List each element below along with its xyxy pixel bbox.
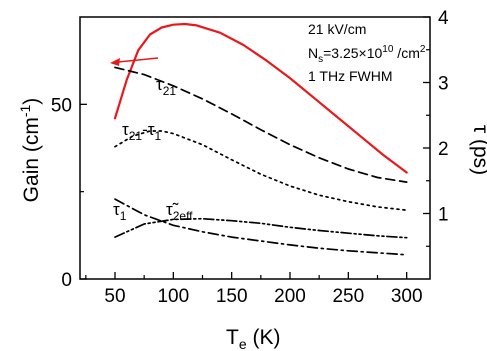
annotation-density: Ns=3.25×1010 /cm2 (308, 44, 426, 65)
density-exp: 10 (382, 44, 394, 55)
label-diff-sub: 21 (129, 129, 143, 143)
density-sub: s (318, 54, 323, 65)
x-tick-label-4: 250 (332, 286, 364, 307)
density-prefix: N (308, 45, 318, 61)
density-unit: /cm (393, 45, 419, 61)
y-left-title-main: Gain (cm (20, 117, 43, 202)
label-tau1-sub: 1 (120, 209, 127, 223)
y-right-tick-label-2: 3 (438, 74, 449, 95)
tick-labels: 50 100 150 200 250 300 0 50 1 2 3 4 (51, 8, 449, 307)
annotation-field: 21 kV/cm (308, 21, 366, 37)
label-diff-mid: -τ (142, 120, 155, 139)
label-tau21-minus-tau1: τ21-τ1 (122, 120, 161, 143)
series-line-1 (114, 66, 408, 183)
y-left-tick-label-0: 0 (61, 270, 72, 291)
series-line-0 (113, 22, 408, 174)
x-tick-label-0: 50 (104, 286, 125, 307)
label-tau1: τ1 (113, 200, 127, 223)
label-tau21-main: τ (156, 75, 163, 94)
annotation-fwhm: 1 THz FWHM (308, 68, 393, 84)
left-axis-arrow (110, 57, 159, 66)
x-axis-title-sub: e (239, 336, 247, 351)
x-axis-title-main: T (226, 326, 239, 349)
label-tau21-sub: 21 (163, 84, 177, 98)
x-tick-label-5: 300 (391, 286, 423, 307)
x-axis-title-unit: (K) (247, 326, 281, 349)
density-value: =3.25×10 (323, 45, 382, 61)
series-layer (113, 22, 408, 256)
series-line-2 (114, 130, 408, 212)
x-tick-label-1: 100 (157, 286, 189, 307)
y-right-tick-label-0: 1 (438, 205, 449, 226)
tick-marks (80, 16, 430, 280)
label-diff-sub2: 1 (154, 129, 161, 143)
x-axis-title: Te (K) (226, 326, 280, 351)
y-left-axis-title: Gain (cm-1) (17, 98, 43, 203)
x-tick-label-2: 150 (216, 286, 248, 307)
label-diff-main: τ (122, 120, 129, 139)
density-unit-exp: 2 (420, 44, 426, 55)
x-tick-label-3: 200 (274, 286, 306, 307)
y-left-tick-label-1: 50 (51, 95, 72, 116)
y-left-title-sup: -1 (17, 104, 33, 117)
y-right-tick-label-1: 2 (438, 139, 449, 160)
label-tau21: τ21 (156, 75, 176, 98)
label-tau1-main: τ (113, 200, 120, 219)
y-right-tick-label-3: 4 (438, 8, 449, 29)
label-tau2eff-sub: 2eff (173, 209, 193, 223)
series-line-3 (114, 198, 408, 256)
y-right-axis-title: τ (ps) (469, 125, 487, 175)
series-line-4 (114, 217, 408, 239)
y-left-title-close: ) (20, 98, 43, 105)
